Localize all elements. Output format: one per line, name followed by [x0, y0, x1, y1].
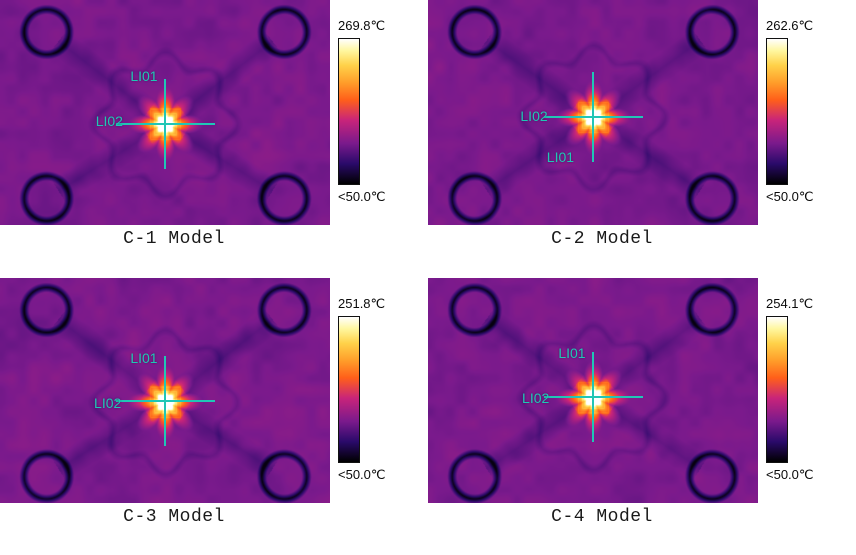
panel-c3-inner: LI01LI02 251.8℃ <50.0℃	[0, 278, 428, 503]
panel-c2: LI02LI01 262.6℃ <50.0℃ C-2 Model	[428, 0, 856, 278]
thermal-image-c3-wrap: LI01LI02	[0, 278, 330, 503]
caption-c1: C-1 Model	[0, 229, 348, 249]
thermal-image-c1-wrap: LI01LI02	[0, 0, 330, 225]
panel-c2-inner: LI02LI01 262.6℃ <50.0℃	[428, 0, 856, 225]
colorbar-max-c2: 262.6℃	[766, 18, 813, 34]
colorbar-max-c1: 269.8℃	[338, 18, 385, 34]
thermal-image-c1	[0, 0, 330, 225]
colorbar-max-c3: 251.8℃	[338, 296, 385, 312]
panel-c1: LI01LI02 269.8℃ <50.0℃ C-1 Model	[0, 0, 428, 278]
colorbar-min-c3: <50.0℃	[338, 467, 386, 483]
colorbar-gradient-c3	[338, 316, 360, 463]
colorbar-max-c4: 254.1℃	[766, 296, 813, 312]
colorbar-min-c1: <50.0℃	[338, 189, 386, 205]
caption-c3: C-3 Model	[0, 507, 348, 527]
thermal-image-c3	[0, 278, 330, 503]
colorbar-gradient-c4	[766, 316, 788, 463]
panel-c3: LI01LI02 251.8℃ <50.0℃ C-3 Model	[0, 278, 428, 555]
colorbar-gradient-c1	[338, 38, 360, 185]
colorbar-gradient-c2	[766, 38, 788, 185]
colorbar-c4: 254.1℃ <50.0℃	[758, 278, 856, 503]
caption-c2: C-2 Model	[428, 229, 776, 249]
caption-c4: C-4 Model	[428, 507, 776, 527]
colorbar-c1: 269.8℃ <50.0℃	[330, 0, 428, 225]
colorbar-c3: 251.8℃ <50.0℃	[330, 278, 428, 503]
thermal-image-c2-wrap: LI02LI01	[428, 0, 758, 225]
thermal-image-c2	[428, 0, 758, 225]
panel-c4-inner: LI01LI02 254.1℃ <50.0℃	[428, 278, 856, 503]
thermal-image-c4	[428, 278, 758, 503]
colorbar-c2: 262.6℃ <50.0℃	[758, 0, 856, 225]
figure-grid: LI01LI02 269.8℃ <50.0℃ C-1 Model LI02LI0…	[0, 0, 856, 555]
panel-c4: LI01LI02 254.1℃ <50.0℃ C-4 Model	[428, 278, 856, 555]
thermal-image-c4-wrap: LI01LI02	[428, 278, 758, 503]
colorbar-min-c4: <50.0℃	[766, 467, 814, 483]
colorbar-min-c2: <50.0℃	[766, 189, 814, 205]
panel-c1-inner: LI01LI02 269.8℃ <50.0℃	[0, 0, 428, 225]
